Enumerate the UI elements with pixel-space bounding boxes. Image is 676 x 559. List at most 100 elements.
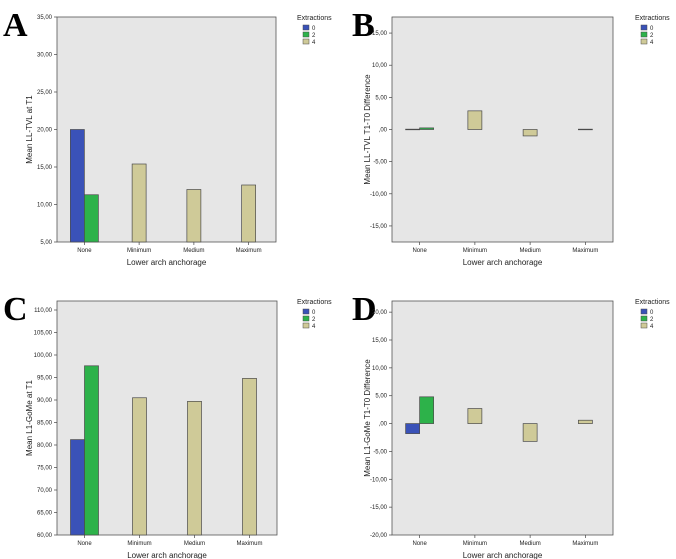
y-axis-label: Mean LL-TVL T1-T0 Difference xyxy=(363,74,372,185)
bar-medium-extractions-4 xyxy=(186,189,202,243)
y-tick-label: -5,00 xyxy=(373,160,387,166)
x-axis-label: Lower arch anchorage xyxy=(127,258,207,267)
bar-none-extractions-2 xyxy=(84,194,99,243)
legend-swatch-2 xyxy=(302,315,310,322)
legend-label-4: 4 xyxy=(312,40,316,46)
y-tick-label: 10,00 xyxy=(372,63,388,69)
legend-label-4: 4 xyxy=(312,324,316,330)
x-axis-label: Lower arch anchorage xyxy=(127,551,207,559)
bar-none-extractions-0 xyxy=(70,439,85,536)
y-tick-label: 110,00 xyxy=(34,308,53,314)
y-tick-label: 15,00 xyxy=(37,165,53,171)
x-tick-label-medium: Medium xyxy=(184,541,205,547)
x-tick-label-minimum: Minimum xyxy=(127,248,151,254)
y-tick-label: 20,00 xyxy=(372,310,388,316)
legend-label-0: 0 xyxy=(650,26,654,32)
bar-maximum-extractions-4 xyxy=(578,128,593,131)
y-tick-label: 65,00 xyxy=(37,511,53,517)
legend-swatch-2 xyxy=(302,31,310,38)
bar-none-extractions-2 xyxy=(419,396,434,424)
y-tick-label: -10,00 xyxy=(370,192,388,198)
legend-swatch-4 xyxy=(302,38,310,45)
legend-label-2: 2 xyxy=(312,33,316,39)
y-tick-label: 75,00 xyxy=(37,466,53,472)
panel-d: D -20,00 -15,00 -10,00 -5,00 ,00 5,00 10,00 15,0… xyxy=(352,291,670,559)
x-tick-label-maximum: Maximum xyxy=(236,541,262,547)
bar-none-extractions-0 xyxy=(405,423,420,434)
legend: Extractions 024 xyxy=(635,299,670,330)
bar-none-extractions-0 xyxy=(405,128,420,131)
y-tick-label: 5,00 xyxy=(375,95,387,101)
legend: Extractions 024 xyxy=(635,15,670,46)
legend-swatch-4 xyxy=(302,322,310,329)
bar-none-extractions-0 xyxy=(70,129,85,243)
legend-title: Extractions xyxy=(635,299,670,306)
x-tick-label-minimum: Minimum xyxy=(463,541,487,547)
legend-swatch-4 xyxy=(640,322,648,329)
x-tick-label-none: None xyxy=(412,541,427,547)
legend-swatch-0 xyxy=(302,308,310,315)
x-axis-label: Lower arch anchorage xyxy=(463,258,543,267)
panel-letter: B xyxy=(352,7,375,44)
y-tick-label: 85,00 xyxy=(37,421,53,427)
legend-swatch-4 xyxy=(640,38,648,45)
bar-minimum-extractions-4 xyxy=(132,397,147,536)
bar-minimum-extractions-4 xyxy=(467,110,483,130)
y-tick-label: 5,00 xyxy=(375,394,387,400)
y-tick-label: 10,00 xyxy=(37,203,53,209)
legend-label-0: 0 xyxy=(312,26,316,32)
bar-medium-extractions-4 xyxy=(522,423,538,442)
legend-label-0: 0 xyxy=(312,310,316,316)
bar-maximum-extractions-4 xyxy=(241,184,256,243)
legend-swatch-2 xyxy=(640,31,648,38)
panel-letter: C xyxy=(3,291,28,328)
x-tick-label-maximum: Maximum xyxy=(572,541,598,547)
x-tick-label-none: None xyxy=(412,248,427,254)
y-axis-label: Mean L1-GoMe at T1 xyxy=(25,380,34,456)
bar-maximum-extractions-4 xyxy=(242,378,257,536)
y-tick-label: 35,00 xyxy=(37,15,53,21)
y-tick-label: 15,00 xyxy=(372,338,388,344)
x-tick-label-medium: Medium xyxy=(183,248,204,254)
panel-c: C 60,00 65,00 70,00 75,00 80,00 85,00 90,00 95,0… xyxy=(3,291,332,559)
y-axis-label: Mean L1-GoMe T1-T0 Difference xyxy=(363,359,372,477)
y-tick-label: 95,00 xyxy=(37,376,53,382)
legend-swatch-2 xyxy=(640,315,648,322)
bar-maximum-extractions-4 xyxy=(578,419,593,424)
x-tick-label-minimum: Minimum xyxy=(127,541,151,547)
y-axis-label: Mean LL-TVL at T1 xyxy=(25,95,34,164)
y-tick-label: 25,00 xyxy=(37,90,53,96)
panel-letter: D xyxy=(352,291,377,328)
y-tick-label: 30,00 xyxy=(37,53,53,59)
bar-none-extractions-2 xyxy=(419,127,434,130)
y-tick-label: 80,00 xyxy=(37,443,53,449)
legend: Extractions 024 xyxy=(297,299,332,330)
bar-medium-extractions-4 xyxy=(187,401,202,536)
legend-title: Extractions xyxy=(297,299,332,306)
x-tick-label-maximum: Maximum xyxy=(572,248,598,254)
x-axis-label: Lower arch anchorage xyxy=(463,551,543,559)
y-tick-label: 105,00 xyxy=(34,331,53,337)
y-tick-label: 5,00 xyxy=(40,240,52,246)
legend-label-4: 4 xyxy=(650,324,654,330)
y-tick-label: -10,00 xyxy=(370,477,388,483)
panel-b: B -15,00 -10,00 -5,00 ,00 5,00 10,00 15,00 None M… xyxy=(352,7,670,267)
legend-title: Extractions xyxy=(635,15,670,22)
x-tick-label-maximum: Maximum xyxy=(236,248,262,254)
y-tick-label: -5,00 xyxy=(373,449,387,455)
y-tick-label: -15,00 xyxy=(370,505,388,511)
x-tick-label-medium: Medium xyxy=(519,248,540,254)
y-tick-label: 10,00 xyxy=(372,366,388,372)
legend-swatch-0 xyxy=(640,308,648,315)
y-tick-label: -15,00 xyxy=(370,224,388,230)
y-tick-label: -20,00 xyxy=(370,533,388,539)
y-tick-label: 90,00 xyxy=(37,398,53,404)
x-tick-label-medium: Medium xyxy=(519,541,540,547)
y-tick-label: 15,00 xyxy=(372,31,388,37)
legend-label-2: 2 xyxy=(312,317,316,323)
y-tick-label: 20,00 xyxy=(37,128,53,134)
legend-label-2: 2 xyxy=(650,317,654,323)
legend-swatch-0 xyxy=(640,24,648,31)
legend-title: Extractions xyxy=(297,15,332,22)
